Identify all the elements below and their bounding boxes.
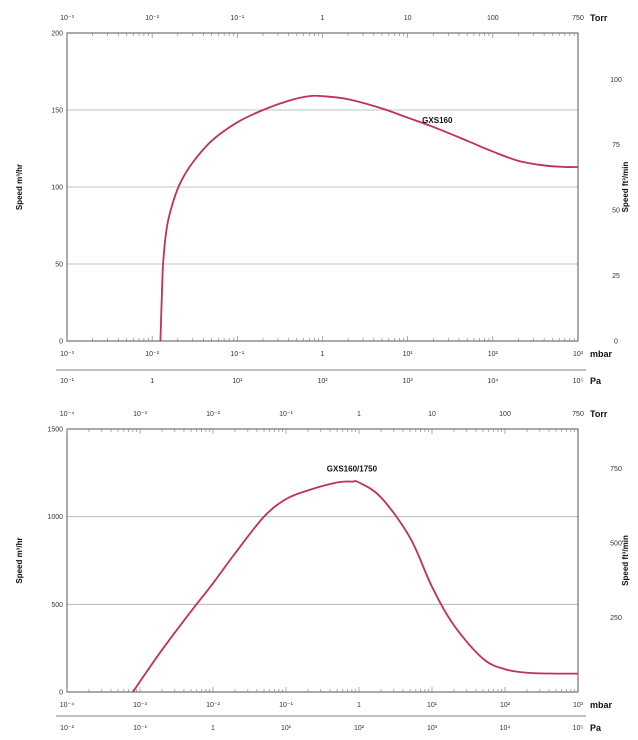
x-tick-label-pa: 10⁴	[487, 378, 498, 385]
x-tick-label-torr: 10⁻²	[145, 15, 159, 22]
x-tick-label-torr: 10⁻³	[133, 411, 147, 418]
x-tick-label-mbar: 10³	[573, 351, 584, 358]
x-tick-label-torr: 10⁻³	[60, 15, 74, 22]
chart-gxs160: 10⁻³ 10⁻² 10⁻¹ 1 10¹ 10² 10³ mbar 10⁻³ 10⁻² 10⁻¹ 1 1…	[15, 13, 630, 386]
plot-frame	[66, 428, 579, 693]
x-tick-label-pa: 10³	[403, 378, 414, 385]
y-right-tick-label: 100	[610, 77, 622, 84]
series-label: GXS160/1750	[327, 465, 378, 474]
y-right-tick-label: 750	[610, 466, 622, 473]
x-tick-label-torr: 100	[499, 411, 511, 418]
x-tick-label-pa: 10³	[427, 725, 438, 732]
x-tick-label-mbar: 10⁻¹	[279, 702, 293, 709]
x-tick-label-torr: 10	[404, 15, 412, 22]
x-tick-label-torr: 750	[572, 15, 584, 22]
y-right-tick-label: 75	[612, 142, 620, 149]
x-tick-label-mbar: 10²	[500, 702, 511, 709]
x-tick-label-pa: 1	[150, 378, 154, 385]
x-unit-torr: Torr	[590, 409, 608, 419]
x-tick-label-mbar: 1	[357, 702, 361, 709]
x-tick-label-mbar: 10⁻¹	[230, 351, 244, 358]
x-tick-label-mbar: 10³	[573, 702, 584, 709]
y-tick-label: 150	[51, 108, 63, 115]
x-unit-pa: Pa	[590, 376, 602, 386]
y-tick-label: 1000	[47, 514, 63, 521]
x-tick-label-torr: 750	[572, 411, 584, 418]
x-unit-torr: Torr	[590, 13, 608, 23]
y-axis-title-left: Speed m³/hr	[15, 164, 24, 210]
y-right-tick-label: 0	[614, 339, 618, 346]
x-unit-mbar: mbar	[590, 700, 613, 710]
y-axis-title-left: Speed m³/hr	[15, 537, 24, 583]
series-line-gxs160-1750	[132, 480, 579, 693]
y-axis-title-right: Speed ft³/min	[621, 162, 630, 213]
x-tick-label-pa: 10⁴	[500, 725, 511, 732]
x-tick-label-mbar: 10⁻²	[145, 351, 159, 358]
y-tick-label: 200	[51, 31, 63, 38]
y-tick-label: 50	[55, 262, 63, 269]
series-label: GXS160	[422, 116, 453, 125]
x-tick-label-mbar: 10²	[488, 351, 499, 358]
y-tick-label: 0	[59, 690, 63, 697]
y-right-tick-label: 500	[610, 541, 622, 548]
x-tick-label-torr: 1	[357, 411, 361, 418]
y-right-tick-label: 25	[612, 273, 620, 280]
x-tick-label-torr: 10	[428, 411, 436, 418]
x-unit-mbar: mbar	[590, 349, 613, 359]
x-tick-label-pa: 10¹	[281, 725, 292, 732]
y-right-tick-label: 50	[612, 208, 620, 215]
x-tick-label-pa: 1	[211, 725, 215, 732]
x-unit-pa: Pa	[590, 723, 602, 733]
x-tick-label-pa: 10⁵	[573, 725, 584, 732]
x-tick-label-torr: 10⁻¹	[279, 411, 293, 418]
x-tick-label-pa: 10⁵	[573, 378, 584, 385]
x-tick-label-mbar: 10⁻³	[60, 351, 74, 358]
x-tick-label-pa: 10¹	[232, 378, 243, 385]
y-right-tick-label: 250	[610, 615, 622, 622]
x-tick-label-mbar: 10⁻⁴	[60, 702, 75, 709]
x-tick-label-torr: 10⁻²	[206, 411, 220, 418]
y-axis-title-right: Speed ft³/min	[621, 535, 630, 586]
x-tick-label-mbar: 1	[321, 351, 325, 358]
x-tick-label-pa: 10²	[317, 378, 328, 385]
y-tick-label: 100	[51, 185, 63, 192]
y-tick-label: 0	[59, 339, 63, 346]
x-tick-label-pa: 10²	[354, 725, 365, 732]
x-tick-label-mbar: 10⁻³	[133, 702, 147, 709]
x-tick-label-mbar: 10⁻²	[206, 702, 220, 709]
x-tick-label-torr: 1	[321, 15, 325, 22]
series-line-gxs160	[159, 94, 579, 342]
x-tick-label-pa: 10⁻¹	[60, 378, 74, 385]
x-tick-label-torr: 10⁻⁴	[60, 411, 75, 418]
x-tick-label-pa: 10⁻¹	[133, 725, 147, 732]
x-tick-label-mbar: 10¹	[403, 351, 414, 358]
x-tick-label-pa: 10⁻²	[60, 725, 74, 732]
y-tick-label: 1500	[47, 427, 63, 434]
x-tick-label-torr: 100	[487, 15, 499, 22]
x-tick-label-mbar: 10¹	[427, 702, 438, 709]
y-tick-label: 500	[51, 602, 63, 609]
x-tick-label-torr: 10⁻¹	[230, 15, 244, 22]
